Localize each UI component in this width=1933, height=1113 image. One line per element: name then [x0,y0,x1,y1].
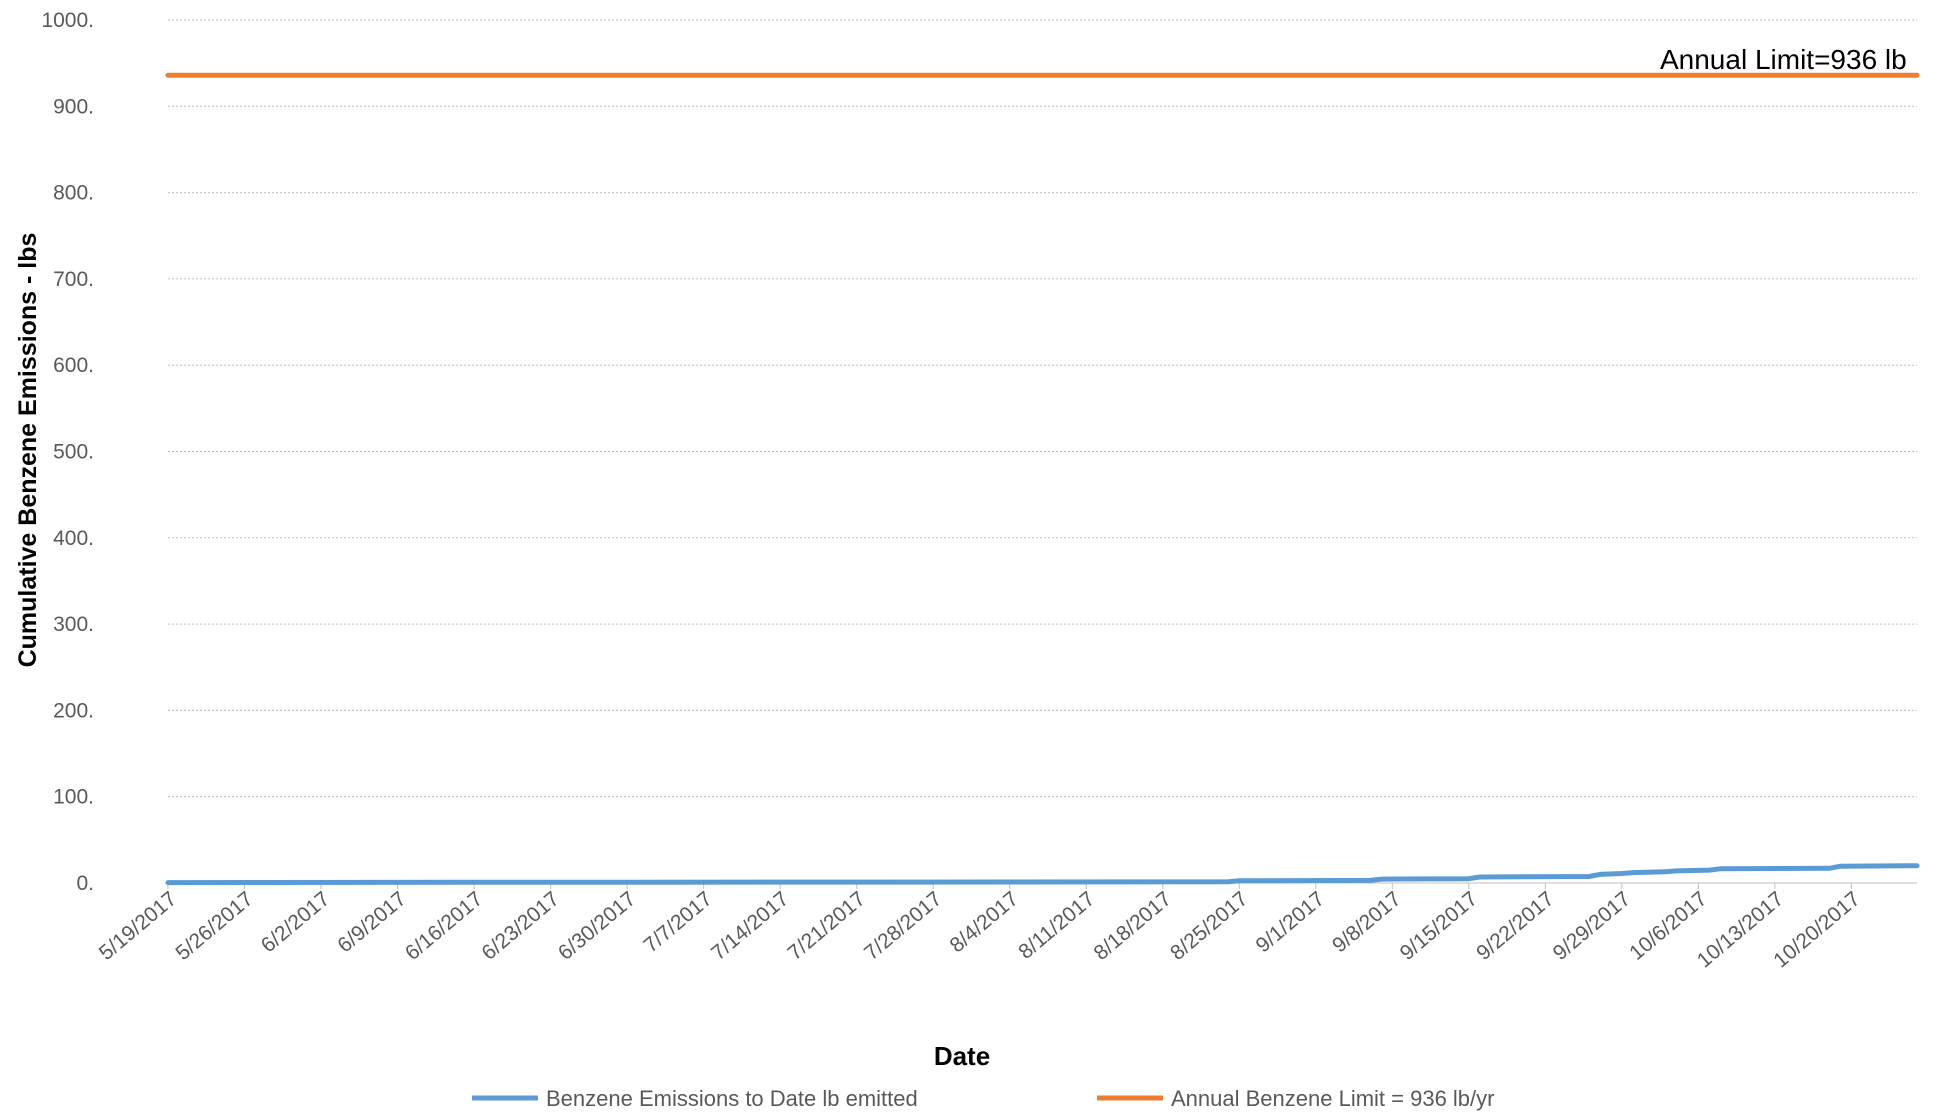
x-tick-label: 6/9/2017 [333,887,410,957]
x-tick-label: 7/21/2017 [784,887,870,965]
x-tick-label: 6/30/2017 [554,887,640,965]
y-axis-tick-labels: 0. 100. 200. 300. 400. 500. 600. 700. 800. 900. 10… [41,9,94,895]
legend: Benzene Emissions to Date lb emitted Ann… [472,1086,1494,1111]
x-tick-label: 9/29/2017 [1549,887,1635,965]
x-tick-label: 9/22/2017 [1472,887,1558,965]
y-tick-label: 0. [76,872,94,895]
y-tick-label: 600. [53,354,94,377]
x-tick-label: 9/8/2017 [1328,887,1405,957]
x-tick-label: 8/11/2017 [1014,887,1099,964]
x-tick-label: 5/19/2017 [95,887,181,965]
x-tick-label: 7/14/2017 [707,887,793,965]
y-tick-label: 900. [53,95,94,118]
legend-label-limit: Annual Benzene Limit = 936 lb/yr [1171,1086,1494,1111]
y-tick-label: 400. [53,527,94,550]
legend-label-emissions: Benzene Emissions to Date lb emitted [546,1086,918,1111]
y-axis-title: Cumulative Benzene Emissions - lbs [14,233,42,668]
x-tick-label: 7/7/2017 [639,887,716,957]
y-tick-label: 800. [53,182,94,205]
x-axis-title: Date [934,1041,990,1071]
x-tick-label: 8/18/2017 [1090,887,1176,965]
y-tick-label: 200. [53,699,94,722]
x-tick-label: 8/25/2017 [1166,887,1252,965]
y-tick-label: 300. [53,613,94,636]
x-tick-label: 8/4/2017 [946,887,1023,957]
series-line-emissions [165,863,1920,886]
x-tick-label: 9/15/2017 [1396,887,1482,965]
x-tick-label: 6/16/2017 [401,887,487,965]
x-tick-label: 5/26/2017 [171,887,257,965]
y-tick-label: 1000. [41,9,94,32]
series-lines [165,72,1920,886]
x-tick-label: 6/2/2017 [257,887,334,957]
y-tick-label: 100. [53,786,94,809]
annual-limit-annotation: Annual Limit=936 lb [1660,44,1907,75]
x-tick-label: 6/23/2017 [477,887,563,965]
gridlines [168,19,1917,884]
x-tick-label: 9/1/2017 [1252,887,1329,957]
y-tick-label: 700. [53,268,94,291]
x-tick-label: 7/28/2017 [860,887,946,965]
y-tick-label: 500. [53,441,94,464]
